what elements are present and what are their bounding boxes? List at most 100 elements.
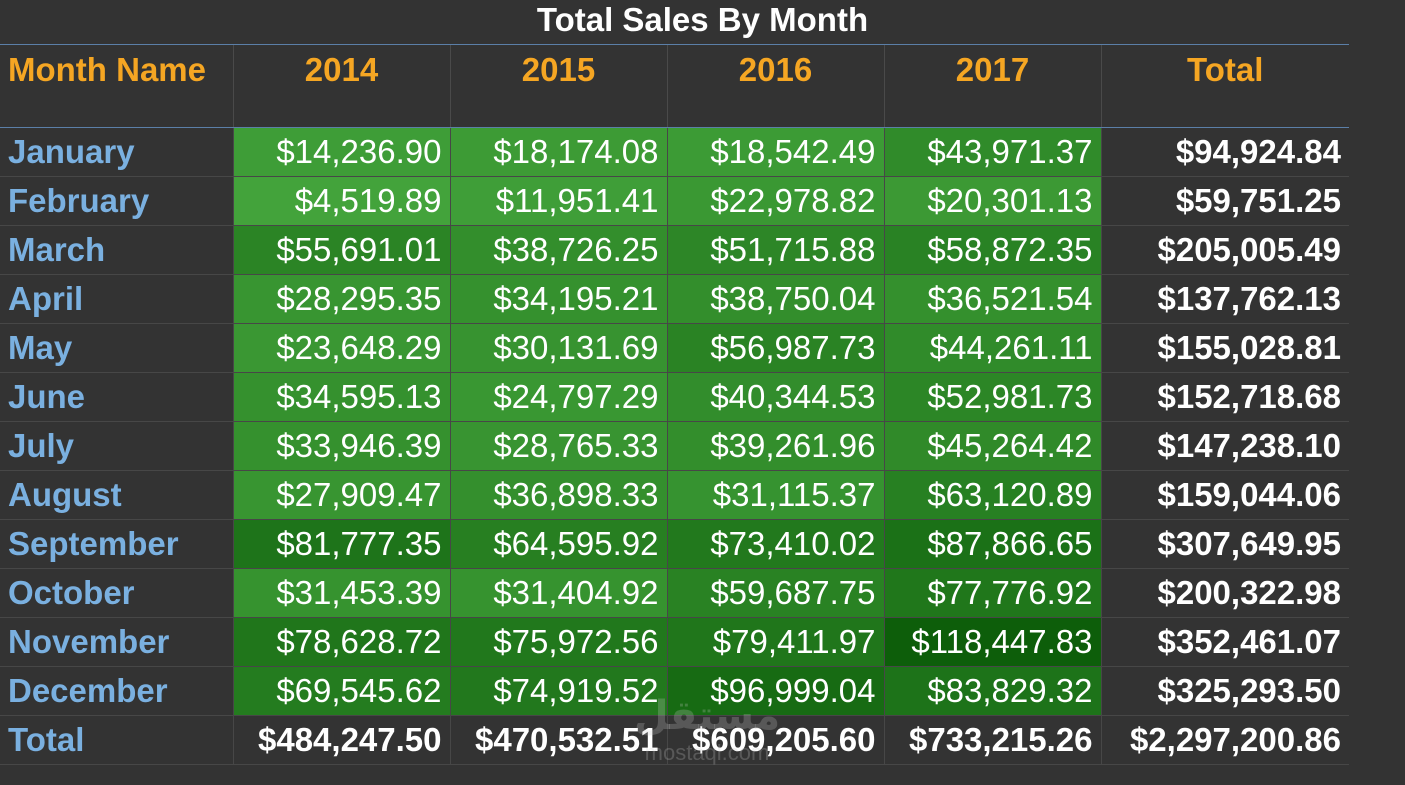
chart-title: Total Sales By Month	[536, 1, 869, 38]
table-row: October $31,453.39 $31,404.92 $59,687.75 $77…	[0, 568, 1349, 618]
value-cell[interactable]: $18,174.08	[449, 127, 667, 177]
total-row-label[interactable]: Total	[0, 715, 233, 765]
value-cell[interactable]: $14,236.90	[232, 127, 450, 177]
value-cell[interactable]: $34,195.21	[449, 274, 667, 324]
row-total-cell[interactable]: $147,238.10	[1100, 421, 1349, 471]
row-total-cell[interactable]: $159,044.06	[1100, 470, 1349, 520]
column-total-cell[interactable]: $470,532.51	[449, 715, 667, 765]
value-cell[interactable]: $38,726.25	[449, 225, 667, 275]
value-cell[interactable]: $22,978.82	[666, 176, 884, 226]
table-row: June $34,595.13 $24,797.29 $40,344.53 $52,98…	[0, 372, 1349, 422]
value-cell[interactable]: $4,519.89	[232, 176, 450, 226]
header-total[interactable]: Total	[1100, 44, 1349, 128]
column-total-cell[interactable]: $733,215.26	[883, 715, 1101, 765]
month-label[interactable]: February	[0, 176, 233, 226]
grand-total-cell[interactable]: $2,297,200.86	[1100, 715, 1349, 765]
month-label[interactable]: November	[0, 617, 233, 667]
value-cell[interactable]: $39,261.96	[666, 421, 884, 471]
value-cell[interactable]: $59,687.75	[666, 568, 884, 618]
value-cell[interactable]: $28,295.35	[232, 274, 450, 324]
value-cell[interactable]: $20,301.13	[883, 176, 1101, 226]
column-total-cell[interactable]: $484,247.50	[232, 715, 450, 765]
value-cell[interactable]: $31,404.92	[449, 568, 667, 618]
month-label[interactable]: September	[0, 519, 233, 569]
month-label[interactable]: July	[0, 421, 233, 471]
value-cell[interactable]: $56,987.73	[666, 323, 884, 373]
value-cell[interactable]: $83,829.32	[883, 666, 1101, 716]
value-cell[interactable]: $11,951.41	[449, 176, 667, 226]
header-2016[interactable]: 2016	[666, 44, 884, 128]
value-cell[interactable]: $63,120.89	[883, 470, 1101, 520]
column-total-cell[interactable]: $609,205.60	[666, 715, 884, 765]
row-total-cell[interactable]: $94,924.84	[1100, 127, 1349, 177]
row-total-cell[interactable]: $352,461.07	[1100, 617, 1349, 667]
header-2017[interactable]: 2017	[883, 44, 1101, 128]
value-cell[interactable]: $78,628.72	[232, 617, 450, 667]
value-cell[interactable]: $27,909.47	[232, 470, 450, 520]
header-2015[interactable]: 2015	[449, 44, 667, 128]
table-row: July $33,946.39 $28,765.33 $39,261.96 $45,26…	[0, 421, 1349, 471]
value-cell[interactable]: $24,797.29	[449, 372, 667, 422]
row-total-cell[interactable]: $205,005.49	[1100, 225, 1349, 275]
value-cell[interactable]: $33,946.39	[232, 421, 450, 471]
row-total-cell[interactable]: $152,718.68	[1100, 372, 1349, 422]
value-cell[interactable]: $28,765.33	[449, 421, 667, 471]
table-row: April $28,295.35 $34,195.21 $38,750.04 $36,5…	[0, 274, 1349, 324]
month-label[interactable]: May	[0, 323, 233, 373]
value-cell[interactable]: $79,411.97	[666, 617, 884, 667]
value-cell[interactable]: $40,344.53	[666, 372, 884, 422]
value-cell[interactable]: $43,971.37	[883, 127, 1101, 177]
table-row: November $78,628.72 $75,972.56 $79,411.97 $1…	[0, 617, 1349, 667]
header-row: Month Name 2014 2015 2016 2017 Total	[0, 44, 1349, 128]
row-total-cell[interactable]: $200,322.98	[1100, 568, 1349, 618]
value-cell[interactable]: $81,777.35	[232, 519, 450, 569]
value-cell[interactable]: $38,750.04	[666, 274, 884, 324]
row-total-cell[interactable]: $59,751.25	[1100, 176, 1349, 226]
value-cell[interactable]: $74,919.52	[449, 666, 667, 716]
month-label[interactable]: April	[0, 274, 233, 324]
month-label[interactable]: January	[0, 127, 233, 177]
value-cell[interactable]: $44,261.11	[883, 323, 1101, 373]
value-cell[interactable]: $118,447.83	[883, 617, 1101, 667]
row-total-cell[interactable]: $307,649.95	[1100, 519, 1349, 569]
value-cell[interactable]: $45,264.42	[883, 421, 1101, 471]
table-row: January $14,236.90 $18,174.08 $18,542.49 $43…	[0, 127, 1349, 177]
value-cell[interactable]: $31,453.39	[232, 568, 450, 618]
month-label[interactable]: June	[0, 372, 233, 422]
value-cell[interactable]: $31,115.37	[666, 470, 884, 520]
header-2014[interactable]: 2014	[232, 44, 450, 128]
row-total-cell[interactable]: $325,293.50	[1100, 666, 1349, 716]
value-cell[interactable]: $55,691.01	[232, 225, 450, 275]
sales-matrix-table: Month Name 2014 2015 2016 2017 Total Jan…	[0, 44, 1349, 765]
value-cell[interactable]: $73,410.02	[666, 519, 884, 569]
table-row: March $55,691.01 $38,726.25 $51,715.88 $58,8…	[0, 225, 1349, 275]
value-cell[interactable]: $36,521.54	[883, 274, 1101, 324]
total-row: Total $484,247.50 $470,532.51 $609,205.60 $7…	[0, 715, 1349, 765]
value-cell[interactable]: $87,866.65	[883, 519, 1101, 569]
value-cell[interactable]: $96,999.04	[666, 666, 884, 716]
value-cell[interactable]: $34,595.13	[232, 372, 450, 422]
month-label[interactable]: March	[0, 225, 233, 275]
table-row: February $4,519.89 $11,951.41 $22,978.82 $20…	[0, 176, 1349, 226]
value-cell[interactable]: $52,981.73	[883, 372, 1101, 422]
month-label[interactable]: October	[0, 568, 233, 618]
table-row: May $23,648.29 $30,131.69 $56,987.73 $44,261…	[0, 323, 1349, 373]
table-row: September $81,777.35 $64,595.92 $73,410.02 $…	[0, 519, 1349, 569]
value-cell[interactable]: $18,542.49	[666, 127, 884, 177]
value-cell[interactable]: $64,595.92	[449, 519, 667, 569]
row-total-cell[interactable]: $137,762.13	[1100, 274, 1349, 324]
value-cell[interactable]: $58,872.35	[883, 225, 1101, 275]
table-row: December $69,545.62 $74,919.52 $96,999.04 $8…	[0, 666, 1349, 716]
value-cell[interactable]: $36,898.33	[449, 470, 667, 520]
value-cell[interactable]: $77,776.92	[883, 568, 1101, 618]
value-cell[interactable]: $23,648.29	[232, 323, 450, 373]
header-month-name[interactable]: Month Name	[0, 44, 233, 128]
table-row: August $27,909.47 $36,898.33 $31,115.37 $63,…	[0, 470, 1349, 520]
month-label[interactable]: December	[0, 666, 233, 716]
value-cell[interactable]: $30,131.69	[449, 323, 667, 373]
value-cell[interactable]: $75,972.56	[449, 617, 667, 667]
row-total-cell[interactable]: $155,028.81	[1100, 323, 1349, 373]
month-label[interactable]: August	[0, 470, 233, 520]
value-cell[interactable]: $51,715.88	[666, 225, 884, 275]
value-cell[interactable]: $69,545.62	[232, 666, 450, 716]
